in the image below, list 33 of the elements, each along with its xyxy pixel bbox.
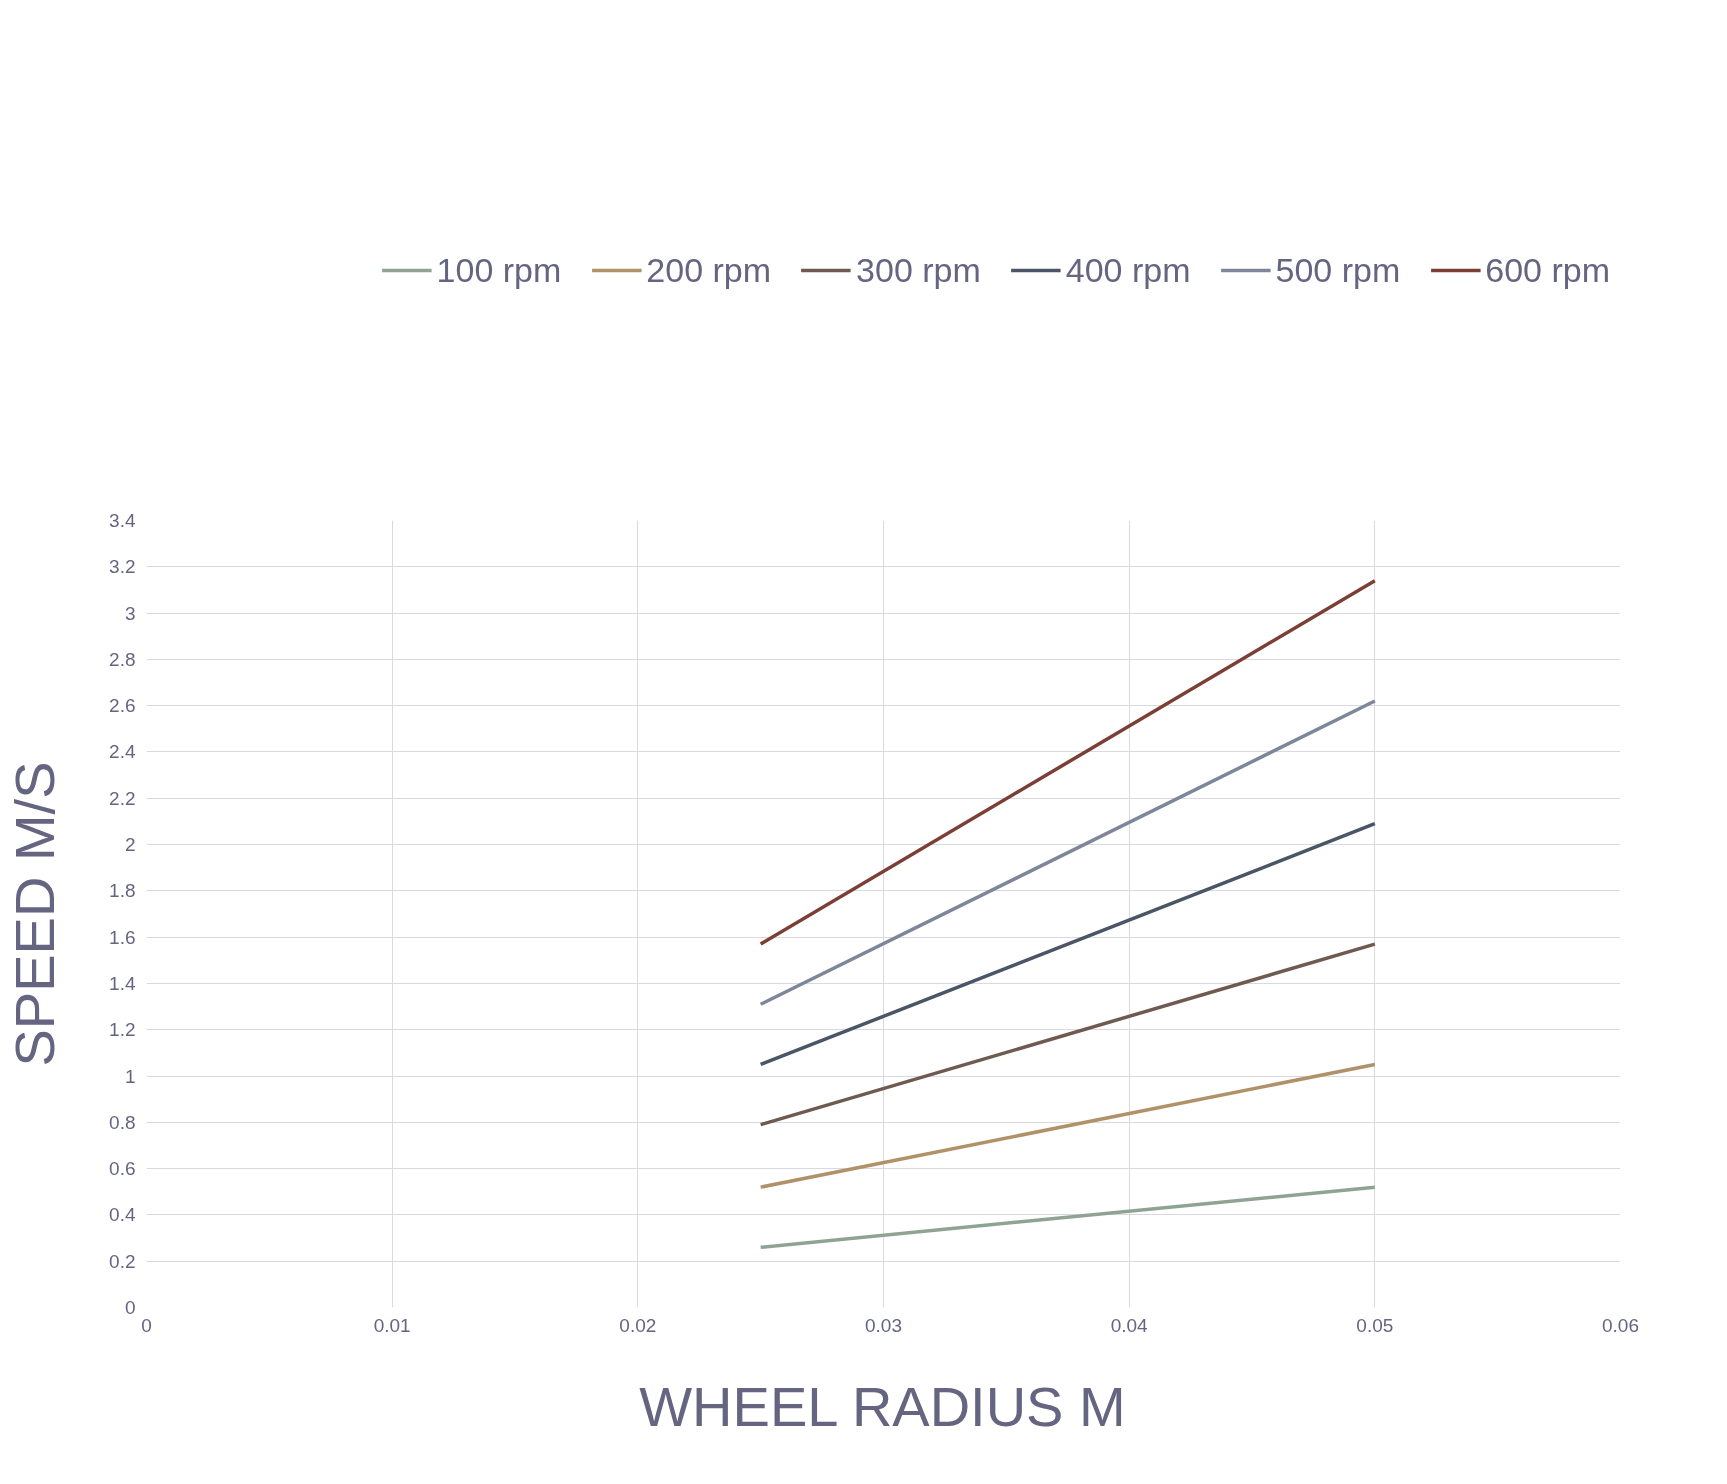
legend-label: 400 rpm [1065, 250, 1191, 290]
y-tick-label: 0.6 [109, 1158, 136, 1180]
legend-label: 500 rpm [1275, 250, 1401, 290]
legend-label: 600 rpm [1485, 250, 1610, 290]
y-tick-label: 1.4 [109, 972, 136, 994]
y-tick-label: 2.2 [109, 787, 136, 809]
legend-label: 300 rpm [856, 250, 981, 290]
y-tick-label: 2.6 [109, 695, 136, 717]
y-tick-label: 3 [124, 602, 136, 624]
y-tick-label: 1.2 [109, 1019, 136, 1041]
y-axis-title: SPEED M/S [3, 761, 67, 1067]
y-tick-label: 1.6 [109, 926, 136, 948]
x-tick-label: 0.03 [865, 1314, 902, 1336]
x-tick-label: 0.01 [373, 1314, 411, 1336]
y-tick-label: 2.4 [109, 741, 136, 763]
y-tick-label: 0.4 [109, 1204, 136, 1226]
y-tick-label: 0 [124, 1297, 136, 1318]
y-tick-label: 0.8 [109, 1111, 136, 1133]
x-tick-label: 0.06 [1602, 1314, 1639, 1336]
legend-label: 200 rpm [646, 250, 772, 290]
legend-label: 100 rpm [436, 250, 562, 290]
x-tick-label: 0 [141, 1314, 152, 1336]
y-tick-label: 2 [124, 834, 136, 856]
x-tick-label: 0.05 [1356, 1314, 1394, 1336]
y-tick-label: 3.4 [109, 510, 136, 531]
x-tick-label: 0.04 [1110, 1314, 1149, 1336]
y-tick-label: 2.8 [109, 648, 136, 670]
y-tick-label: 3.2 [109, 556, 136, 578]
x-axis-title: WHEEL RADIUS M [639, 1374, 1126, 1438]
y-tick-label: 1.8 [109, 880, 136, 902]
x-tick-label: 0.02 [619, 1314, 657, 1336]
y-tick-label: 1 [124, 1065, 136, 1087]
y-tick-label: 0.2 [109, 1250, 136, 1272]
